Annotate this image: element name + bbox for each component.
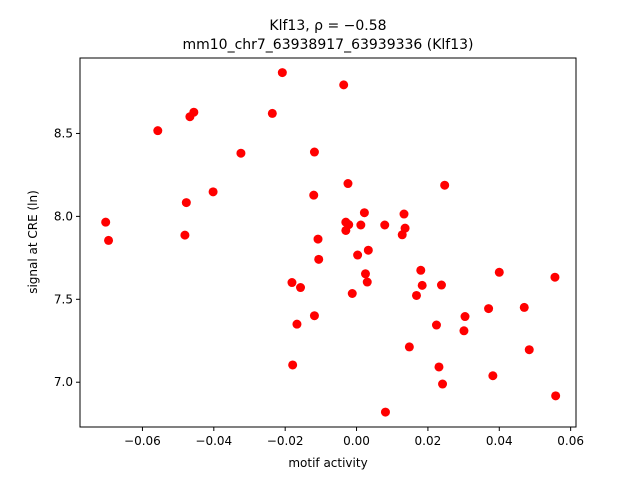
data-point	[524, 345, 534, 355]
data-point	[309, 190, 319, 200]
y-axis-label: signal at CRE (ln)	[26, 190, 40, 294]
data-point	[494, 267, 504, 277]
data-point	[277, 68, 287, 78]
data-point	[438, 379, 448, 389]
x-axis-label: motif activity	[288, 456, 367, 470]
data-point	[236, 148, 246, 158]
y-tick-label: 8.0	[54, 209, 73, 223]
data-point	[339, 80, 349, 90]
y-axis-ticks: 7.0 7.5 8.0 8.5	[54, 126, 80, 389]
data-point	[153, 126, 163, 136]
y-tick-label: 7.0	[54, 375, 73, 389]
x-tick-label: 0.00	[343, 434, 370, 448]
data-point	[309, 147, 319, 157]
data-point	[180, 230, 190, 240]
data-points	[101, 68, 561, 417]
data-point	[460, 312, 470, 322]
data-point	[417, 280, 427, 290]
data-point	[189, 107, 199, 117]
data-point	[440, 180, 450, 190]
data-point	[181, 198, 191, 208]
data-point	[314, 254, 324, 264]
chart-title-line2: mm10_chr7_63938917_63939336 (Klf13)	[182, 37, 473, 53]
data-point	[550, 272, 560, 282]
data-point	[104, 235, 114, 245]
x-tick-label: 0.06	[557, 434, 584, 448]
data-point	[287, 278, 297, 288]
data-point	[343, 179, 353, 189]
data-point	[400, 223, 410, 233]
data-point	[436, 280, 446, 290]
data-point	[359, 208, 369, 218]
data-point	[431, 320, 441, 330]
data-point	[347, 289, 357, 298]
data-point	[519, 302, 529, 312]
x-tick-label: 0.02	[415, 434, 442, 448]
x-tick-label: −0.06	[124, 434, 161, 448]
data-point	[399, 209, 409, 219]
data-point	[208, 187, 218, 197]
data-point	[292, 319, 302, 329]
x-tick-label: −0.02	[267, 434, 304, 448]
data-point	[356, 220, 366, 230]
data-point	[488, 371, 498, 381]
data-point	[309, 311, 319, 321]
x-tick-label: 0.04	[486, 434, 513, 448]
data-point	[101, 217, 111, 227]
data-point	[288, 360, 298, 370]
chart-title-line1: Klf13, ρ = −0.58	[269, 18, 386, 34]
data-point	[459, 326, 469, 336]
data-point	[411, 290, 421, 300]
data-point	[313, 234, 323, 244]
data-point	[404, 342, 414, 352]
y-tick-label: 7.5	[54, 292, 73, 306]
data-point	[353, 250, 363, 260]
data-point	[416, 265, 426, 275]
x-tick-label: −0.04	[195, 434, 232, 448]
data-point	[362, 277, 372, 287]
data-point	[344, 220, 354, 230]
data-point	[484, 304, 494, 314]
data-point	[380, 407, 390, 417]
x-axis-ticks: −0.06 −0.04 −0.02 0.00 0.02 0.04 0.06	[124, 427, 584, 448]
data-point	[551, 391, 561, 401]
data-point	[360, 269, 370, 279]
data-point	[296, 283, 306, 293]
plot-area-frame	[79, 57, 577, 428]
data-point	[434, 362, 444, 372]
data-point	[380, 220, 390, 230]
data-point	[267, 108, 277, 118]
y-tick-label: 8.5	[54, 126, 73, 140]
data-point	[363, 245, 373, 255]
